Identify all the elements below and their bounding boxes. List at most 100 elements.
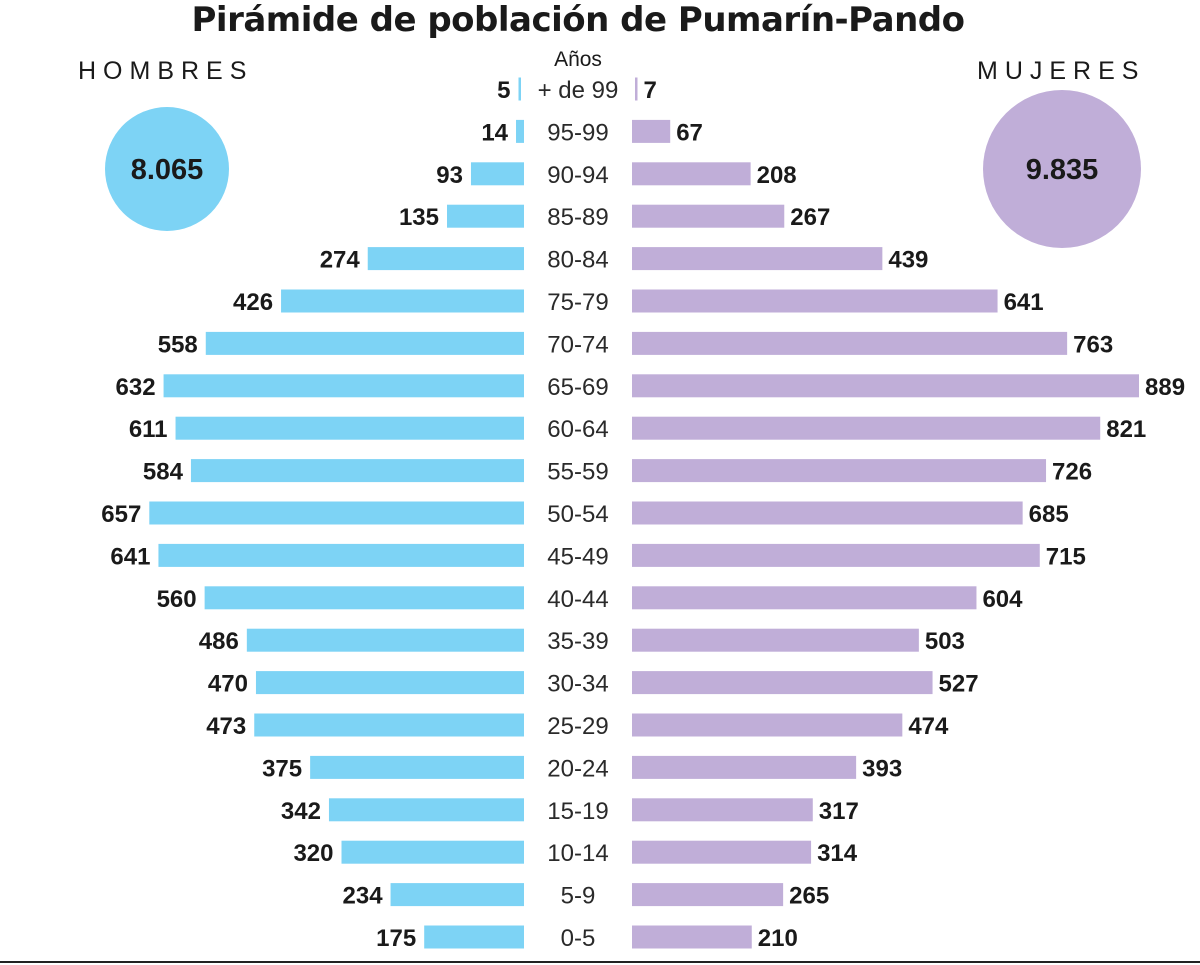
women-value-label: 889 [1145, 374, 1185, 401]
men-bar [367, 247, 524, 271]
men-bar [205, 331, 525, 355]
women-bar [632, 459, 1047, 483]
women-bar [632, 883, 784, 907]
women-value-label: 314 [817, 840, 858, 867]
men-value-label: 342 [281, 798, 321, 825]
women-bar [632, 755, 857, 779]
men-value-label: 426 [233, 289, 273, 316]
men-bar [447, 204, 524, 228]
age-group-label: 15-19 [547, 798, 608, 825]
men-bar [341, 840, 524, 864]
men-value-label: 274 [320, 247, 361, 274]
women-total-value: 9.835 [1026, 154, 1099, 186]
men-value-label: 375 [262, 755, 302, 782]
men-value-label: 14 [481, 119, 508, 146]
men-total-value: 8.065 [131, 154, 204, 186]
age-axis-header: Años [554, 48, 602, 71]
age-group-label: 20-24 [547, 755, 608, 782]
men-bar [190, 459, 524, 483]
women-bar [632, 374, 1139, 398]
women-total-circle [983, 90, 1141, 248]
age-group-label: 70-74 [547, 331, 608, 358]
men-bar [518, 77, 521, 101]
men-total-circle [105, 107, 229, 231]
women-value-label: 7 [644, 77, 657, 104]
age-group-label: 50-54 [547, 501, 608, 528]
pyramid-rows: + de 99 5 7 95-99 14 67 90-94 93 208 85-89 135 267 8… [101, 77, 1185, 952]
women-bar [635, 77, 638, 101]
age-group-label: 25-29 [547, 713, 608, 740]
women-bar [632, 925, 752, 949]
men-bar [281, 289, 524, 313]
women-bar [632, 840, 812, 864]
men-bar [470, 162, 524, 186]
women-value-label: 763 [1073, 331, 1113, 358]
men-value-label: 175 [376, 925, 416, 952]
age-group-label: 10-14 [547, 840, 608, 867]
men-value-label: 470 [208, 671, 248, 698]
men-value-label: 93 [436, 162, 463, 189]
men-value-label: 486 [199, 628, 239, 655]
men-value-label: 611 [129, 416, 168, 443]
women-bar [632, 162, 751, 186]
women-value-label: 726 [1052, 459, 1092, 486]
men-bar [310, 755, 524, 779]
men-value-label: 473 [206, 713, 246, 740]
women-bar [632, 798, 813, 822]
women-bar [632, 247, 883, 271]
women-value-label: 265 [789, 883, 829, 910]
men-value-label: 632 [116, 374, 156, 401]
age-group-label: 35-39 [547, 628, 608, 655]
age-group-label: 40-44 [547, 586, 608, 613]
men-value-label: 641 [110, 543, 150, 570]
age-group-label: 75-79 [547, 289, 608, 316]
women-value-label: 685 [1029, 501, 1069, 528]
age-group-label: 5-9 [561, 883, 596, 910]
women-bar [632, 331, 1068, 355]
women-bar [632, 671, 933, 695]
women-value-label: 439 [888, 247, 928, 274]
age-group-label: 65-69 [547, 374, 608, 401]
men-bar [204, 586, 524, 610]
women-bar [632, 204, 785, 228]
men-bar [149, 501, 524, 525]
women-value-label: 393 [862, 755, 902, 782]
men-bar [255, 671, 524, 695]
age-group-label: 55-59 [547, 459, 608, 486]
women-value-label: 604 [982, 586, 1023, 613]
women-bar [632, 586, 977, 610]
men-value-label: 135 [399, 204, 439, 231]
women-value-label: 821 [1106, 416, 1146, 443]
men-bar [163, 374, 524, 398]
age-group-label: 0-5 [561, 925, 596, 952]
women-bar [632, 543, 1040, 567]
women-value-label: 67 [676, 119, 703, 146]
age-group-label: 80-84 [547, 247, 608, 274]
women-value-label: 715 [1046, 543, 1086, 570]
age-group-label: 90-94 [547, 162, 608, 189]
men-value-label: 5 [497, 77, 510, 104]
men-bar [246, 628, 524, 652]
age-group-label: 60-64 [547, 416, 608, 443]
women-label: MUJERES [977, 57, 1145, 85]
men-bar [158, 543, 525, 567]
men-bar [516, 119, 524, 143]
men-value-label: 234 [343, 883, 384, 910]
women-value-label: 210 [758, 925, 798, 952]
age-group-label: + de 99 [538, 77, 619, 104]
men-value-label: 657 [101, 501, 141, 528]
women-value-label: 317 [819, 798, 859, 825]
men-value-label: 584 [143, 459, 184, 486]
women-value-label: 474 [908, 713, 949, 740]
women-bar [632, 289, 998, 313]
men-bar [328, 798, 524, 822]
men-bar [390, 883, 524, 907]
men-value-label: 320 [293, 840, 333, 867]
age-group-label: 30-34 [547, 671, 608, 698]
women-bar [632, 713, 903, 737]
men-bar [175, 416, 524, 440]
men-value-label: 560 [157, 586, 197, 613]
chart-title: Pirámide de población de Pumarín-Pando [192, 0, 965, 40]
men-value-label: 558 [158, 331, 198, 358]
